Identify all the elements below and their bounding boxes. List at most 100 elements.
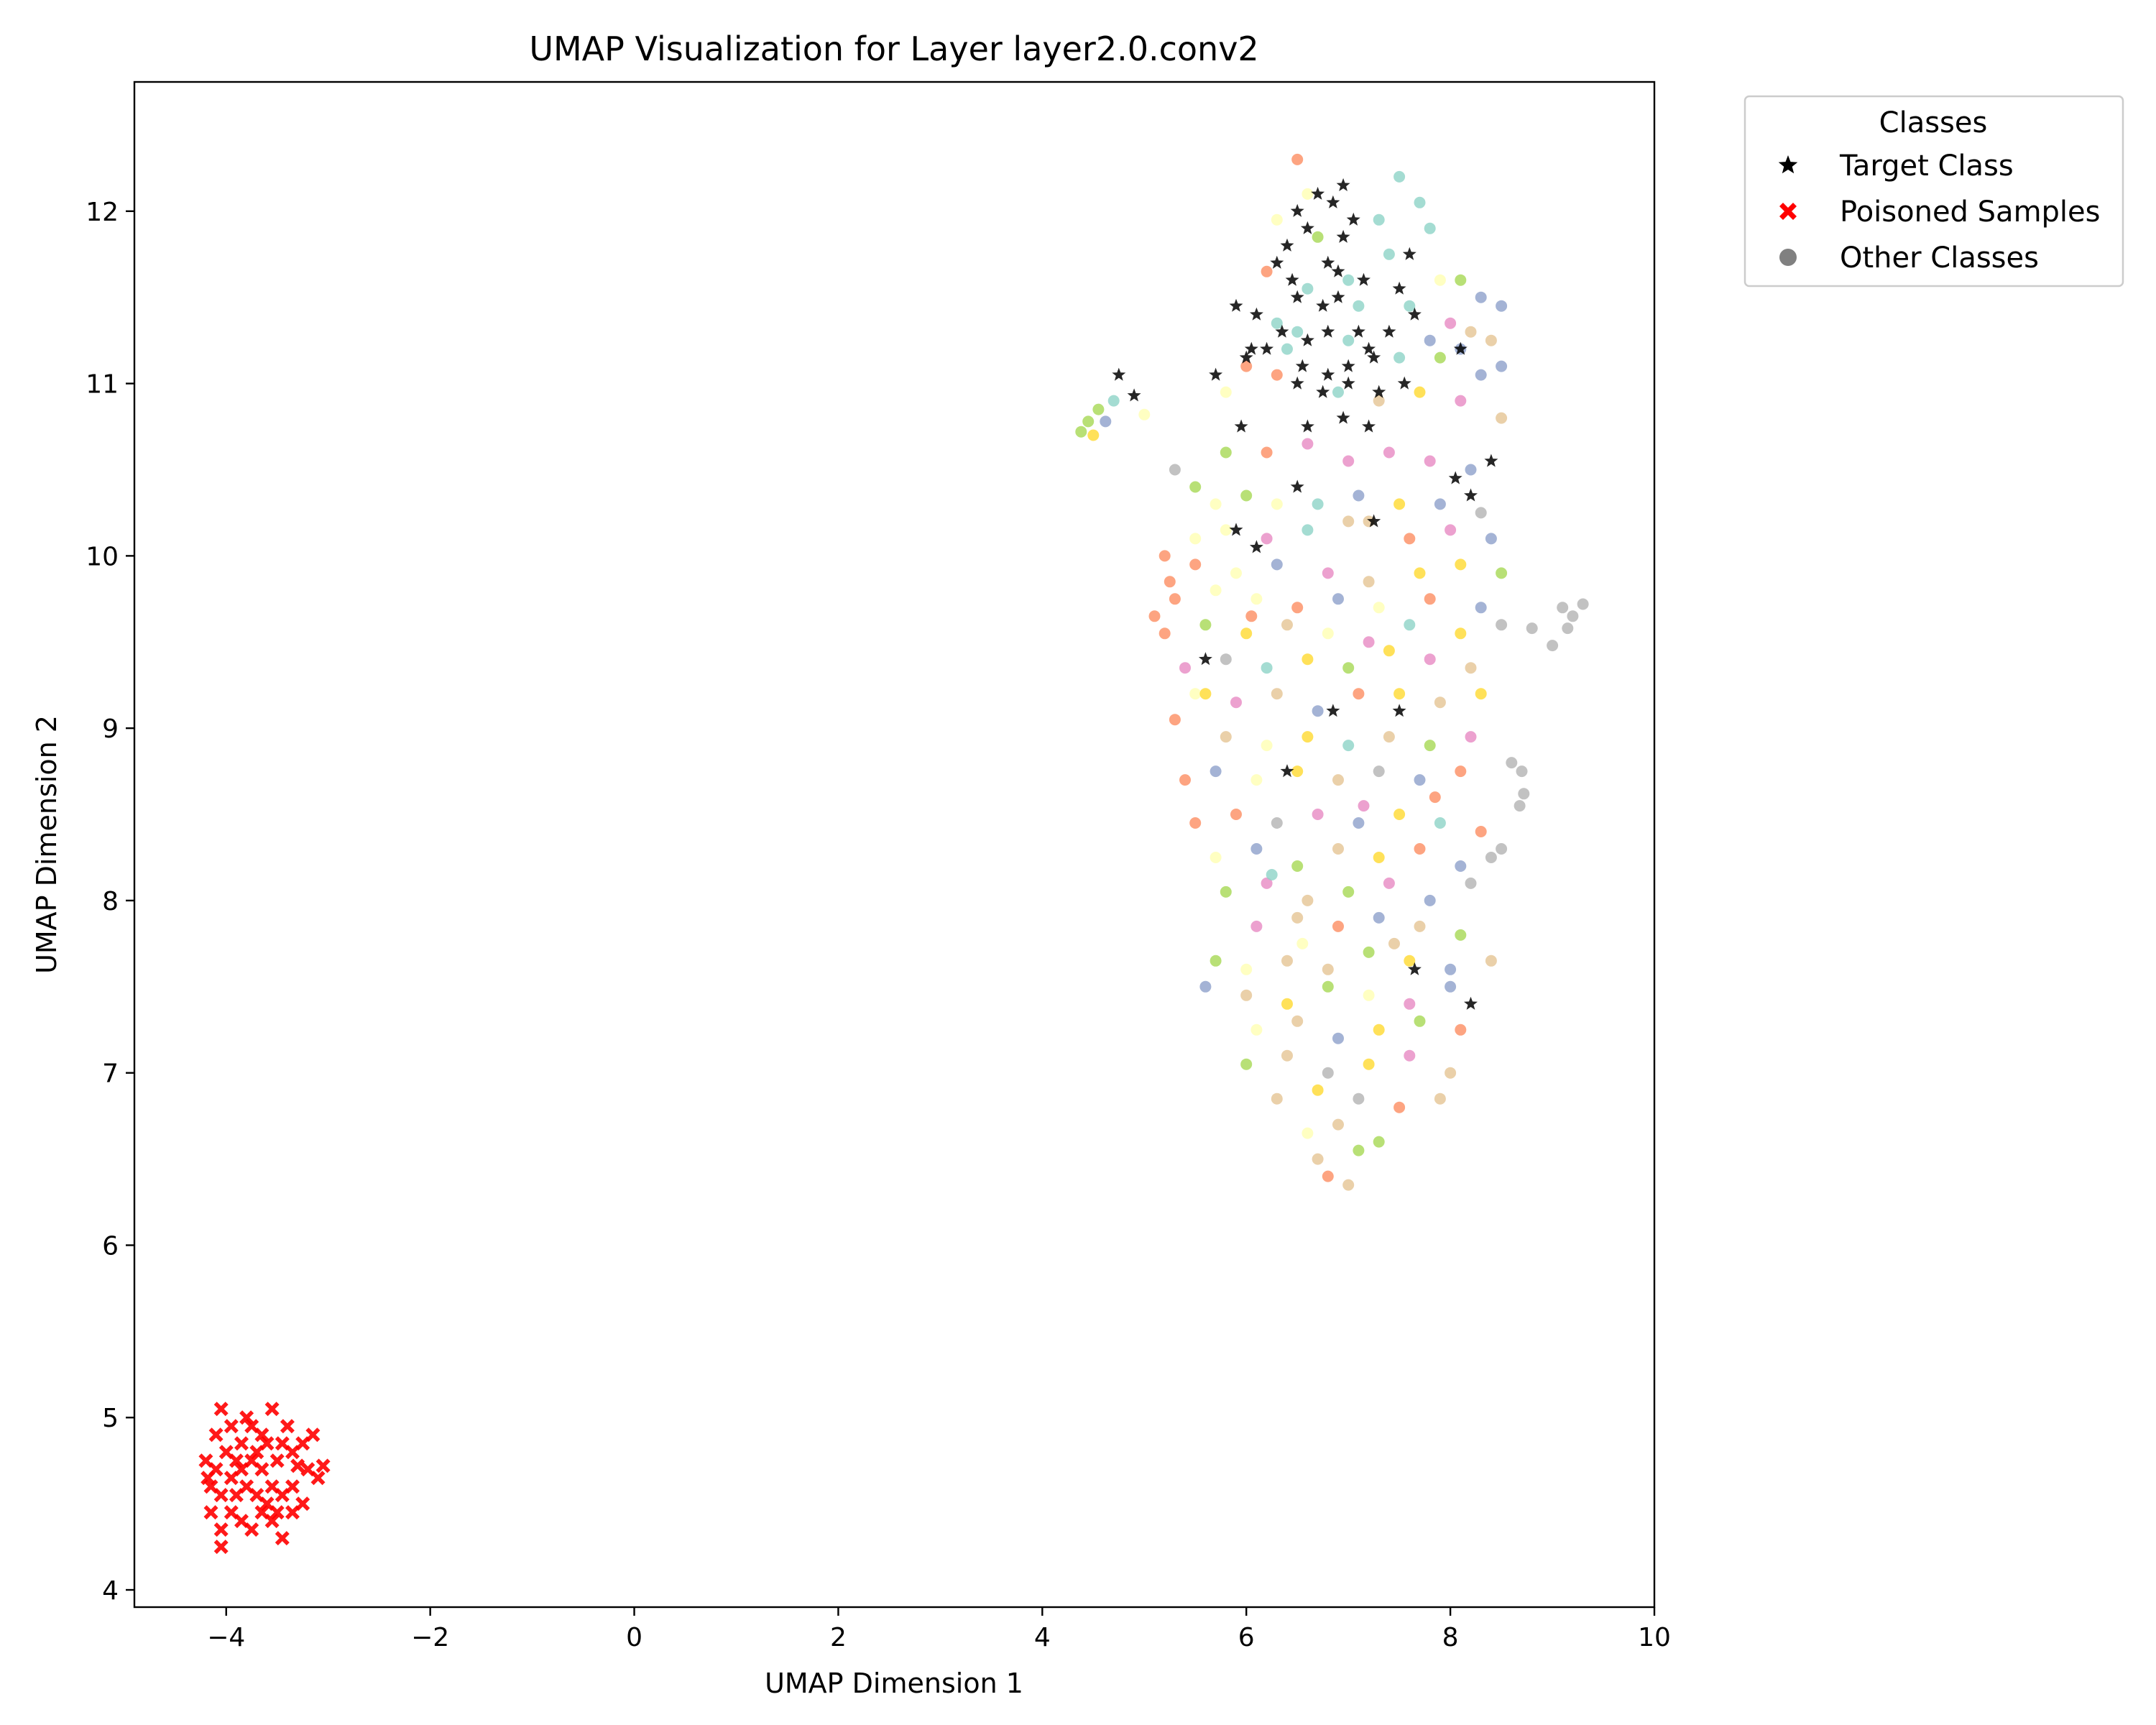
other-class-point — [1281, 998, 1293, 1010]
target-class-point — [1290, 203, 1304, 217]
other-class-point — [1342, 515, 1355, 528]
other-class-point — [1342, 455, 1355, 467]
other-class-point — [1496, 843, 1508, 855]
poisoned-sample-point — [239, 1479, 254, 1494]
legend-entries: Target Class Poisoned Samples Other Classe… — [1778, 150, 2100, 275]
target-class-point — [1464, 488, 1478, 502]
target-class-point — [1316, 385, 1330, 398]
target-class-point — [1346, 212, 1360, 226]
poisoned-sample-point — [300, 1462, 315, 1477]
other-class-point — [1557, 602, 1569, 614]
other-class-point — [1250, 843, 1263, 855]
other-class-point — [1332, 593, 1344, 605]
other-class-point — [1404, 533, 1416, 545]
other-class-point — [1302, 188, 1314, 200]
other-class-point — [1414, 1015, 1426, 1027]
other-class-point — [1302, 894, 1314, 906]
target-class-point — [1260, 341, 1274, 355]
other-class-point — [1082, 415, 1095, 428]
poisoned-sample-point — [203, 1479, 218, 1494]
y-axis-label: UMAP Dimension 2 — [31, 715, 63, 974]
chart-title: UMAP Visualization for Layer layer2.0.co… — [529, 29, 1258, 68]
target-class-point — [1209, 367, 1223, 381]
other-class-point — [1312, 1084, 1324, 1096]
other-class-point — [1271, 369, 1283, 381]
other-class-point — [1429, 791, 1441, 804]
other-class-point — [1220, 653, 1232, 666]
other-class-point — [1302, 1127, 1314, 1139]
other-class-point — [1373, 1136, 1385, 1148]
target-class-point — [1382, 324, 1396, 338]
poisoned-sample-point — [239, 1410, 254, 1425]
other-class-point — [1189, 533, 1202, 545]
target-class-point — [1484, 454, 1498, 467]
other-class-point — [1363, 576, 1375, 588]
other-class-point — [1465, 464, 1477, 476]
other-class-point — [1312, 498, 1324, 510]
other-class-point — [1424, 334, 1436, 346]
other-class-point — [1562, 622, 1574, 635]
poisoned-sample-point — [249, 1445, 264, 1460]
other-class-point — [1455, 1024, 1467, 1036]
other-class-point — [1199, 619, 1212, 631]
x-tick-label: 6 — [1238, 1623, 1255, 1652]
other-class-point — [1424, 593, 1436, 605]
poisoned-sample-point — [249, 1488, 264, 1503]
other-class-point — [1266, 869, 1278, 880]
other-class-point — [1271, 1092, 1283, 1105]
other-class-point — [1496, 567, 1508, 579]
other-class-point — [1373, 765, 1385, 778]
poisoned-sample-point — [244, 1419, 259, 1434]
other-class-point — [1189, 558, 1202, 571]
other-class-point — [1169, 464, 1181, 476]
other-class-point — [1363, 946, 1375, 958]
other-class-point — [1332, 843, 1344, 855]
other-class-point — [1100, 415, 1112, 428]
poisoned-sample-point — [213, 1522, 229, 1537]
target-class-point — [1229, 523, 1243, 536]
target-class-point — [1392, 704, 1406, 717]
other-class-point — [1271, 688, 1283, 700]
other-class-point — [1445, 1067, 1457, 1079]
poisoned-sample-point — [285, 1445, 300, 1460]
other-class-point — [1291, 911, 1304, 924]
poisoned-sample-point — [224, 1471, 239, 1486]
target-class-point — [1127, 388, 1141, 402]
x-tick-label: 2 — [830, 1623, 847, 1652]
other-class-point — [1414, 920, 1426, 932]
other-class-point — [1302, 731, 1314, 743]
legend-entry-label: Target Class — [1839, 150, 2014, 183]
other-class-point — [1475, 369, 1487, 381]
target-class-point — [1321, 324, 1335, 338]
other-class-point — [1353, 489, 1365, 502]
other-class-point — [1475, 602, 1487, 614]
poisoned-sample-point — [259, 1496, 275, 1512]
other-class-point — [1332, 1118, 1344, 1131]
poisoned-sample-point — [275, 1488, 290, 1503]
other-class-point — [1245, 610, 1258, 622]
other-class-point — [1230, 696, 1242, 709]
other-class-point — [1075, 426, 1087, 438]
other-class-point — [1291, 860, 1304, 872]
x-tick-label: 4 — [1034, 1623, 1051, 1652]
other-class-point — [1475, 826, 1487, 837]
other-class-point — [1485, 334, 1497, 346]
target-class-point — [1198, 652, 1212, 666]
other-class-point — [1383, 248, 1395, 260]
other-class-point — [1281, 343, 1293, 355]
other-class-point — [1291, 326, 1304, 338]
other-class-point — [1373, 911, 1385, 924]
other-class-point — [1434, 498, 1446, 510]
target-class-point — [1351, 324, 1365, 338]
other-class-point — [1179, 662, 1191, 674]
other-class-point — [1332, 920, 1344, 932]
other-class-point — [1312, 1153, 1324, 1165]
target-class-point — [1311, 186, 1325, 200]
target-class-point — [1367, 514, 1381, 528]
poisoned-sample-point — [285, 1505, 300, 1520]
other-class-point — [1424, 455, 1436, 467]
poisoned-sample-point — [208, 1462, 224, 1477]
other-class-point — [1158, 550, 1171, 562]
target-class-point — [1397, 376, 1411, 390]
